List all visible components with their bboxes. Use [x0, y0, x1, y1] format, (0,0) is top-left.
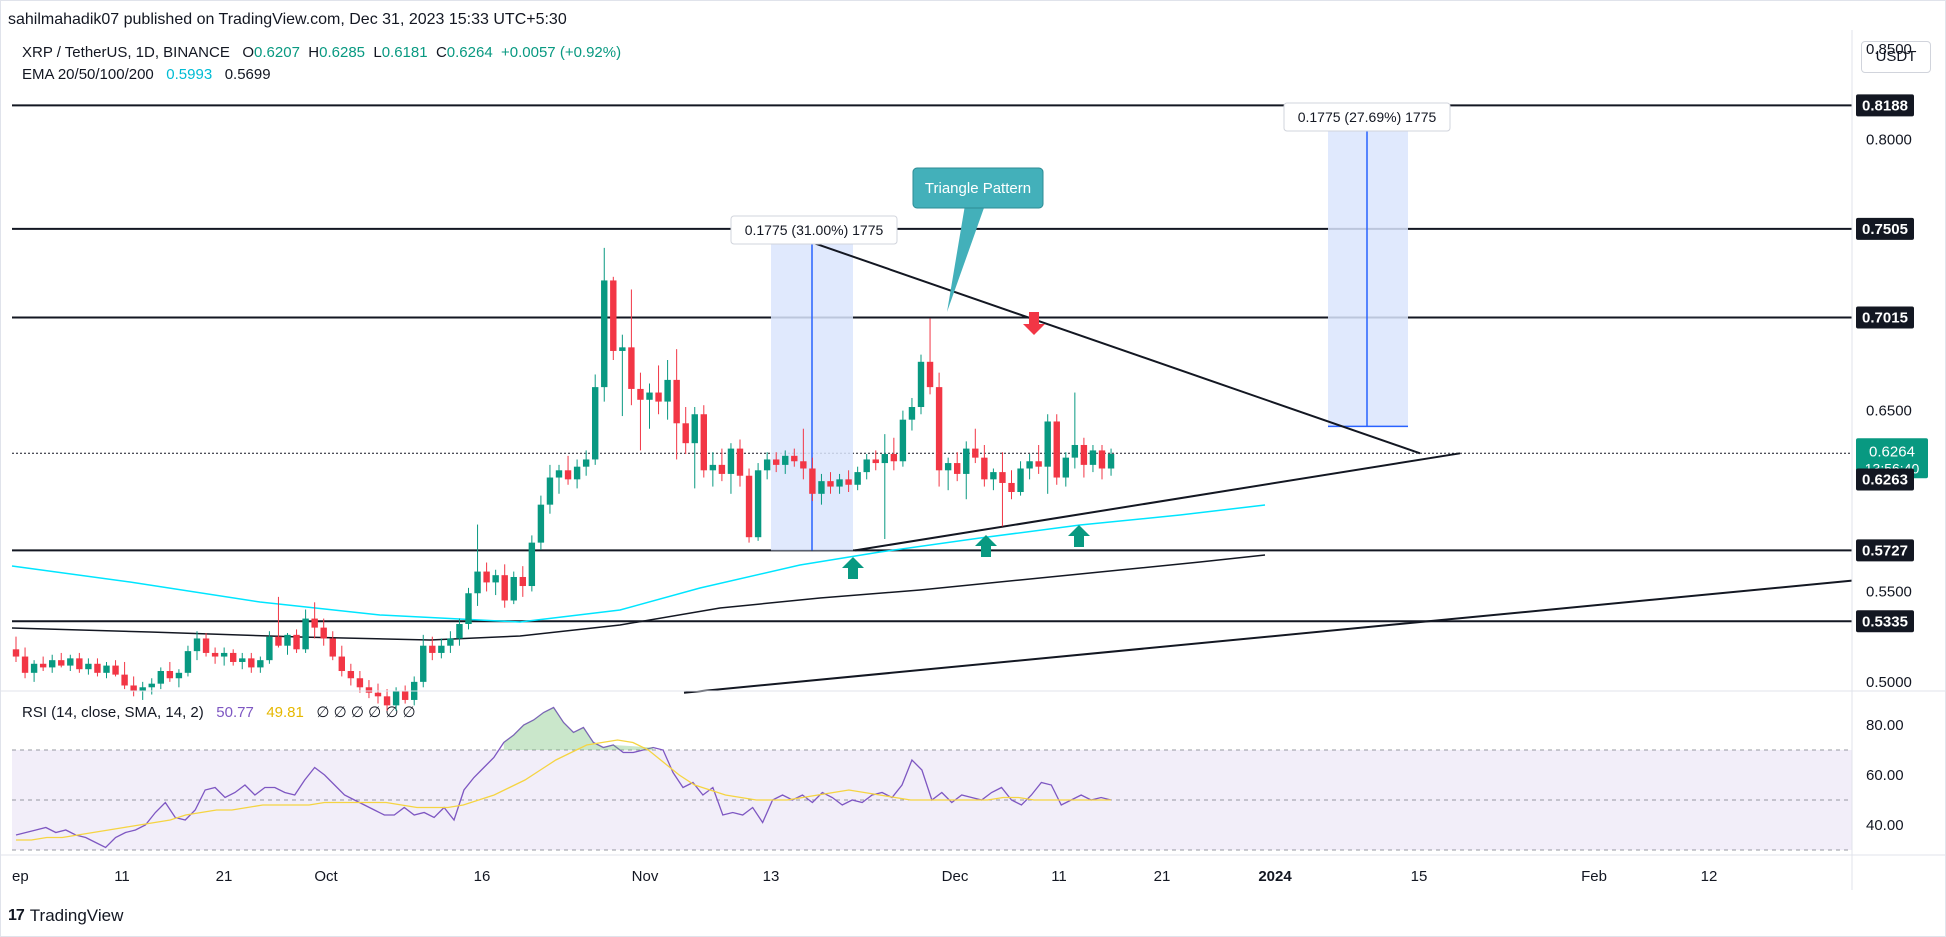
ema-legend: EMA 20/50/100/200 0.5993 0.5699: [22, 66, 271, 83]
symbol-title[interactable]: XRP / TetherUS, 1D, BINANCE: [22, 44, 230, 61]
high-value: 0.6285: [319, 44, 366, 61]
ema-value-2: 0.5699: [224, 66, 271, 83]
rsi-sma-value: 49.81: [266, 704, 304, 721]
rsi-label[interactable]: RSI (14, close, SMA, 14, 2): [22, 704, 204, 721]
ema-value-1: 0.5993: [166, 66, 213, 83]
open-value: 0.6207: [254, 44, 300, 61]
change-value: +0.0057 (+0.92%): [501, 44, 622, 61]
high-label: H: [308, 44, 320, 61]
footer-brand-label: TradingView: [29, 906, 124, 925]
rsi-value: 50.77: [216, 704, 254, 721]
rsi-extra: ∅ ∅ ∅ ∅ ∅ ∅: [316, 704, 416, 721]
unit-button[interactable]: USDT: [1861, 41, 1931, 73]
rsi-legend: RSI (14, close, SMA, 14, 2) 50.77 49.81 …: [22, 703, 416, 721]
close-label: C: [435, 44, 447, 61]
open-label: O: [242, 44, 255, 61]
close-value: 0.6264: [446, 44, 493, 61]
low-value: 0.6181: [381, 44, 428, 61]
symbol-legend: XRP / TetherUS, 1D, BINANCE O0.6207 H0.6…: [22, 44, 621, 61]
published-line: sahilmahadik07 published on TradingView.…: [8, 11, 567, 28]
low-label: L: [373, 44, 382, 61]
footer-brand[interactable]: 17 TradingView: [8, 906, 123, 926]
tradingview-logo-icon: 17: [8, 907, 25, 924]
ema-label[interactable]: EMA 20/50/100/200: [22, 66, 154, 83]
